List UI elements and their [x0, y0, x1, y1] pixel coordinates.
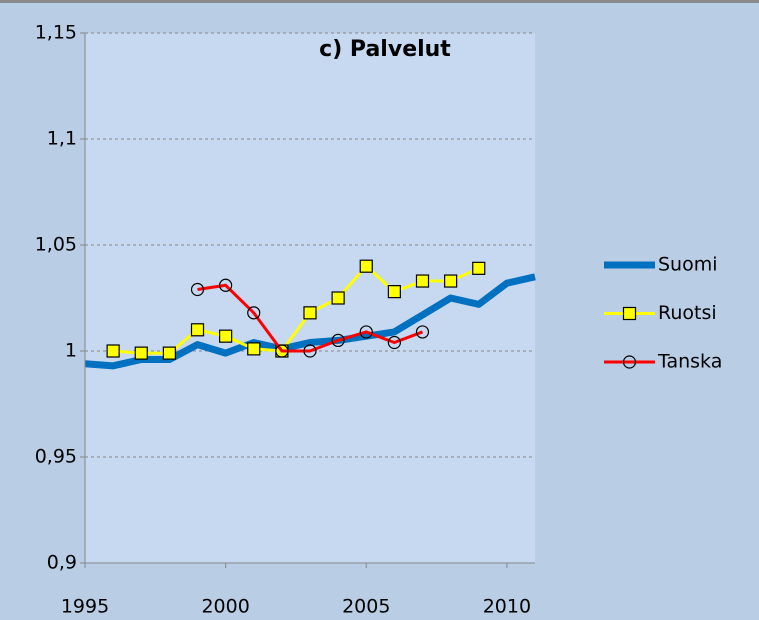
marker	[247, 342, 261, 356]
marker	[275, 344, 289, 358]
marker	[444, 274, 458, 288]
marker	[219, 278, 233, 292]
marker	[134, 346, 148, 360]
y-tick-label: 1,05	[35, 234, 77, 256]
chart-title: c) Palvelut	[319, 37, 451, 62]
marker	[415, 325, 430, 339]
x-tick-label: 2000	[201, 596, 249, 618]
legend-label: Tanska	[657, 351, 722, 373]
marker	[190, 282, 205, 297]
y-tick-label: 1	[65, 340, 77, 362]
legend-label: Ruotsi	[658, 302, 717, 324]
marker	[387, 285, 401, 299]
marker	[303, 306, 317, 320]
marker	[162, 346, 176, 360]
marker	[359, 325, 373, 339]
series-line	[197, 283, 424, 353]
marker	[387, 335, 401, 350]
marks	[84, 259, 536, 370]
y-tick-label: 0,9	[47, 552, 77, 574]
x-tick-label: 2005	[342, 596, 390, 618]
marker	[415, 274, 430, 288]
marker	[331, 333, 345, 347]
marker	[190, 323, 205, 337]
x-tick-label: 2010	[483, 596, 531, 618]
x-tick-label: 1995	[61, 596, 109, 618]
y-tick-label: 0,95	[35, 446, 77, 468]
marker	[331, 291, 345, 305]
marker	[106, 344, 120, 358]
legend-marker	[622, 355, 637, 369]
plot-area	[85, 33, 535, 563]
legend-label: Suomi	[658, 254, 718, 276]
marker	[359, 259, 373, 273]
series-line	[84, 273, 536, 370]
top-border	[0, 0, 759, 3]
marker	[303, 344, 317, 358]
legend-marker	[622, 306, 637, 321]
marker	[472, 261, 486, 275]
y-tick-label: 1,15	[35, 22, 77, 44]
y-tick-label: 1,1	[47, 128, 77, 150]
marker	[247, 306, 261, 320]
marker	[219, 329, 233, 343]
